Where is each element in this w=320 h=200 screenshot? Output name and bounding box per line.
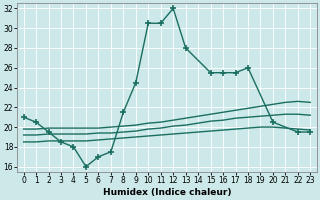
X-axis label: Humidex (Indice chaleur): Humidex (Indice chaleur)	[103, 188, 231, 197]
